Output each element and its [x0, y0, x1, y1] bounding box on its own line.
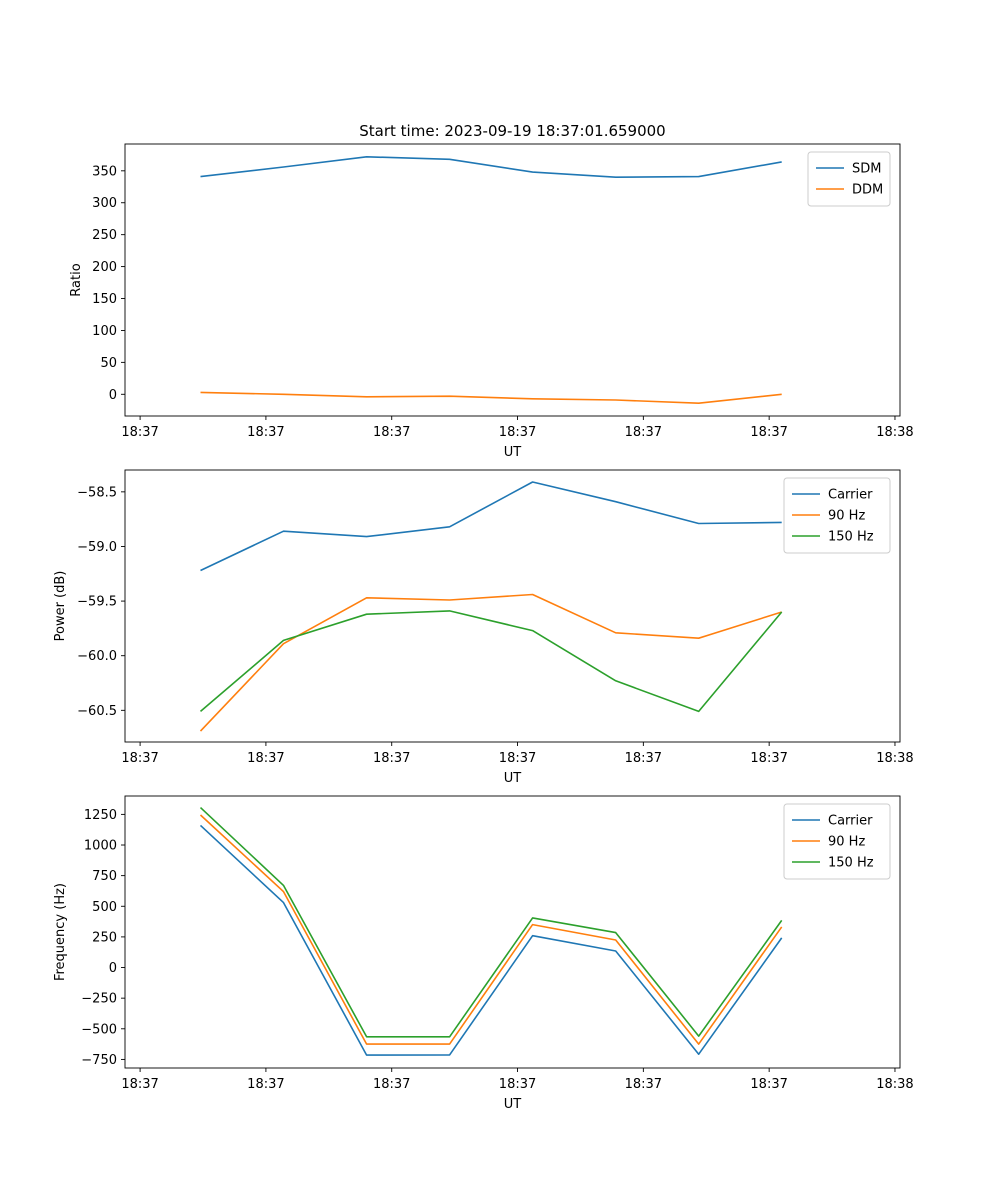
x-tick-label: 18:37 — [625, 1077, 662, 1092]
series-line-150-hz — [199, 610, 783, 713]
plot-frame — [124, 143, 901, 417]
figure-title: Start time: 2023-09-19 18:37:01.659000 — [359, 122, 665, 140]
y-tick-label: −59.0 — [77, 540, 117, 555]
series-lines — [199, 481, 783, 732]
x-tick-label: 18:37 — [625, 751, 662, 766]
y-tick-label: 50 — [100, 356, 117, 371]
x-tick-label: 18:37 — [499, 1077, 536, 1092]
series-lines — [199, 807, 783, 1056]
x-axis-label: UT — [504, 771, 522, 786]
axes-ratio: 18:37 18:37 18:37 18:37 18:37 18:37 18:38 UT 0 50… — [69, 143, 914, 460]
series-line-carrier — [199, 824, 783, 1056]
series-line-ddm — [200, 391, 782, 405]
x-tick-label: 18:38 — [876, 425, 913, 440]
x-axis-label: UT — [504, 445, 522, 460]
legend: SDM DDM — [807, 151, 891, 207]
y-axis-label: Power (dB) — [53, 571, 68, 642]
y-tick-label: 0 — [109, 961, 117, 976]
y-tick-label: 750 — [92, 869, 117, 884]
axes-frequency: 18:37 18:37 18:37 18:37 18:37 18:37 18:38 UT −75… — [53, 795, 914, 1112]
x-tick-label: 18:37 — [247, 751, 284, 766]
y-tick-label: 1000 — [84, 839, 117, 854]
x-tick-label: 18:38 — [876, 751, 913, 766]
series-lines — [200, 156, 782, 405]
x-tick-label: 18:37 — [625, 425, 662, 440]
legend-label-carrier: Carrier — [828, 488, 873, 503]
legend-label-sdm: SDM — [852, 162, 881, 177]
legend-label-150-hz: 150 Hz — [828, 856, 874, 871]
series-line-150-hz — [199, 807, 783, 1038]
y-tick-label: −60.0 — [77, 649, 117, 664]
y-tick-label: 350 — [92, 164, 117, 179]
legend-label-carrier: Carrier — [828, 814, 873, 829]
y-tick-label: −750 — [81, 1053, 117, 1068]
x-tick-label: 18:37 — [247, 1077, 284, 1092]
y-tick-label: 200 — [92, 260, 117, 275]
y-tick-label: 1250 — [84, 808, 117, 823]
x-tick-label: 18:37 — [121, 425, 158, 440]
x-tick-label: 18:37 — [247, 425, 284, 440]
y-tick-label: 300 — [92, 196, 117, 211]
axes-power: 18:37 18:37 18:37 18:37 18:37 18:37 18:38 UT −60… — [53, 469, 914, 786]
x-tick-label: 18:37 — [373, 425, 410, 440]
y-tick-label: 100 — [92, 324, 117, 339]
y-tick-label: −59.5 — [77, 595, 117, 610]
legend-box — [807, 151, 891, 207]
legend-label-90-hz: 90 Hz — [828, 509, 865, 524]
x-tick-label: 18:37 — [121, 1077, 158, 1092]
y-tick-label: 250 — [92, 228, 117, 243]
x-tick-label: 18:37 — [121, 751, 158, 766]
y-axis-label: Frequency (Hz) — [53, 883, 68, 981]
x-axis-label: UT — [504, 1097, 522, 1112]
series-line-90-hz — [199, 814, 783, 1045]
x-tick-label: 18:37 — [750, 751, 787, 766]
x-tick-label: 18:38 — [876, 1077, 913, 1092]
x-tick-label: 18:37 — [373, 751, 410, 766]
x-tick-label: 18:37 — [750, 1077, 787, 1092]
y-tick-label: 0 — [109, 388, 117, 403]
series-line-sdm — [200, 156, 782, 178]
plot-frame — [124, 795, 901, 1069]
legend-label-ddm: DDM — [852, 183, 883, 198]
series-line-carrier — [200, 481, 782, 572]
x-tick-label: 18:37 — [750, 425, 787, 440]
y-tick-label: 500 — [92, 900, 117, 915]
legend-label-90-hz: 90 Hz — [828, 835, 865, 850]
legend-label-150-hz: 150 Hz — [828, 530, 874, 545]
plot-frame — [124, 469, 901, 743]
y-tick-label: −58.5 — [77, 485, 117, 500]
x-tick-label: 18:37 — [499, 751, 536, 766]
y-tick-label: −60.5 — [77, 704, 117, 719]
y-tick-label: −250 — [81, 992, 117, 1007]
legend-box — [783, 803, 891, 880]
y-tick-label: 250 — [92, 930, 117, 945]
legend: Carrier 90 Hz 150 Hz — [783, 477, 891, 554]
legend-box — [783, 477, 891, 554]
y-axis-label: Ratio — [69, 263, 84, 296]
x-tick-label: 18:37 — [499, 425, 536, 440]
y-tick-label: −500 — [81, 1022, 117, 1037]
y-tick-label: 150 — [92, 292, 117, 307]
legend: Carrier 90 Hz 150 Hz — [783, 803, 891, 880]
x-tick-label: 18:37 — [373, 1077, 410, 1092]
